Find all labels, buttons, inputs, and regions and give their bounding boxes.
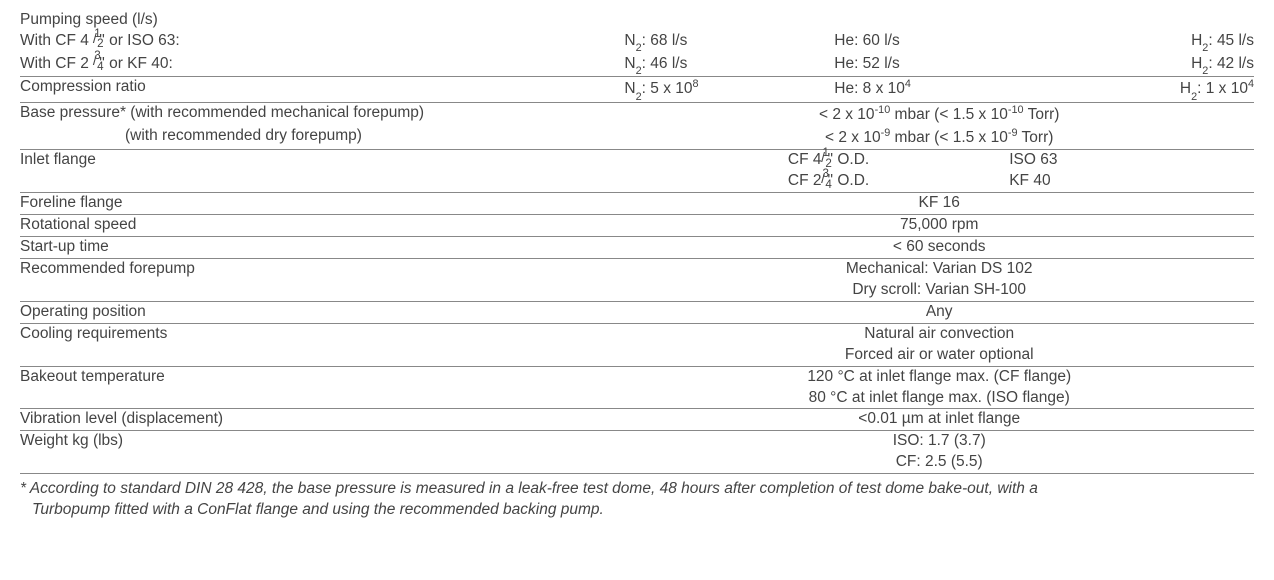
startup-label: Start-up time — [20, 237, 624, 259]
pumping-speed-row1-he: He: 60 l/s — [834, 31, 1044, 54]
base-pressure-label-2: (with recommended dry forepump) — [20, 126, 624, 150]
forepump-label: Recommended forepump — [20, 259, 624, 280]
startup-val: < 60 seconds — [624, 237, 1254, 259]
compression-he: He: 8 x 104 — [834, 77, 1044, 103]
pumping-speed-row2-h2: H2: 42 l/s — [1044, 54, 1254, 77]
bakeout-val-2: 80 °C at inlet flange max. (ISO flange) — [624, 388, 1254, 409]
pumping-speed-row1-n2: N2: 68 l/s — [624, 31, 834, 54]
pumping-speed-row2-n2: N2: 46 l/s — [624, 54, 834, 77]
bakeout-label: Bakeout temperature — [20, 366, 624, 387]
cooling-val-2: Forced air or water optional — [624, 345, 1254, 366]
pumping-speed-row2-label: With CF 2 3/4" or KF 40: — [20, 54, 624, 77]
bakeout-val-1: 120 °C at inlet flange max. (CF flange) — [624, 366, 1254, 387]
compression-h2: H2: 1 x 104 — [1044, 77, 1254, 103]
base-pressure-label-1: Base pressure* (with recommended mechani… — [20, 103, 624, 127]
operating-label: Operating position — [20, 301, 624, 323]
compression-n2: N2: 5 x 108 — [624, 77, 834, 103]
weight-val-2: CF: 2.5 (5.5) — [624, 452, 1254, 473]
pumping-speed-row2-he: He: 52 l/s — [834, 54, 1044, 77]
foreline-label: Foreline flange — [20, 193, 624, 215]
rotational-val: 75,000 rpm — [624, 215, 1254, 237]
weight-val-1: ISO: 1.7 (3.7) — [624, 431, 1254, 452]
spec-table: Pumping speed (l/s) With CF 4 1/2" or IS… — [20, 10, 1254, 474]
base-pressure-val-2: < 2 x 10-9 mbar (< 1.5 x 10-9 Torr) — [624, 126, 1254, 150]
base-pressure-val-1: < 2 x 10-10 mbar (< 1.5 x 10-10 Torr) — [624, 103, 1254, 127]
vibration-label: Vibration level (displacement) — [20, 409, 624, 431]
compression-label: Compression ratio — [20, 77, 624, 103]
weight-label: Weight kg (lbs) — [20, 431, 624, 452]
inlet-flange-val-1: CF 41/2" O.D. ISO 63 — [624, 150, 1254, 171]
cooling-val-1: Natural air convection — [624, 323, 1254, 344]
forepump-val-1: Mechanical: Varian DS 102 — [624, 259, 1254, 280]
foreline-val: KF 16 — [624, 193, 1254, 215]
vibration-val: <0.01 µm at inlet flange — [624, 409, 1254, 431]
cooling-label: Cooling requirements — [20, 323, 624, 344]
footnote: * According to standard DIN 28 428, the … — [20, 474, 1254, 521]
inlet-flange-label: Inlet flange — [20, 150, 624, 171]
inlet-flange-val-2: CF 23/4" O.D. KF 40 — [624, 171, 1254, 192]
forepump-val-2: Dry scroll: Varian SH-100 — [624, 280, 1254, 301]
operating-val: Any — [624, 301, 1254, 323]
pumping-speed-header: Pumping speed (l/s) — [20, 10, 624, 31]
pumping-speed-row1-h2: H2: 45 l/s — [1044, 31, 1254, 54]
rotational-label: Rotational speed — [20, 215, 624, 237]
pumping-speed-row1-label: With CF 4 1/2" or ISO 63: — [20, 31, 624, 54]
